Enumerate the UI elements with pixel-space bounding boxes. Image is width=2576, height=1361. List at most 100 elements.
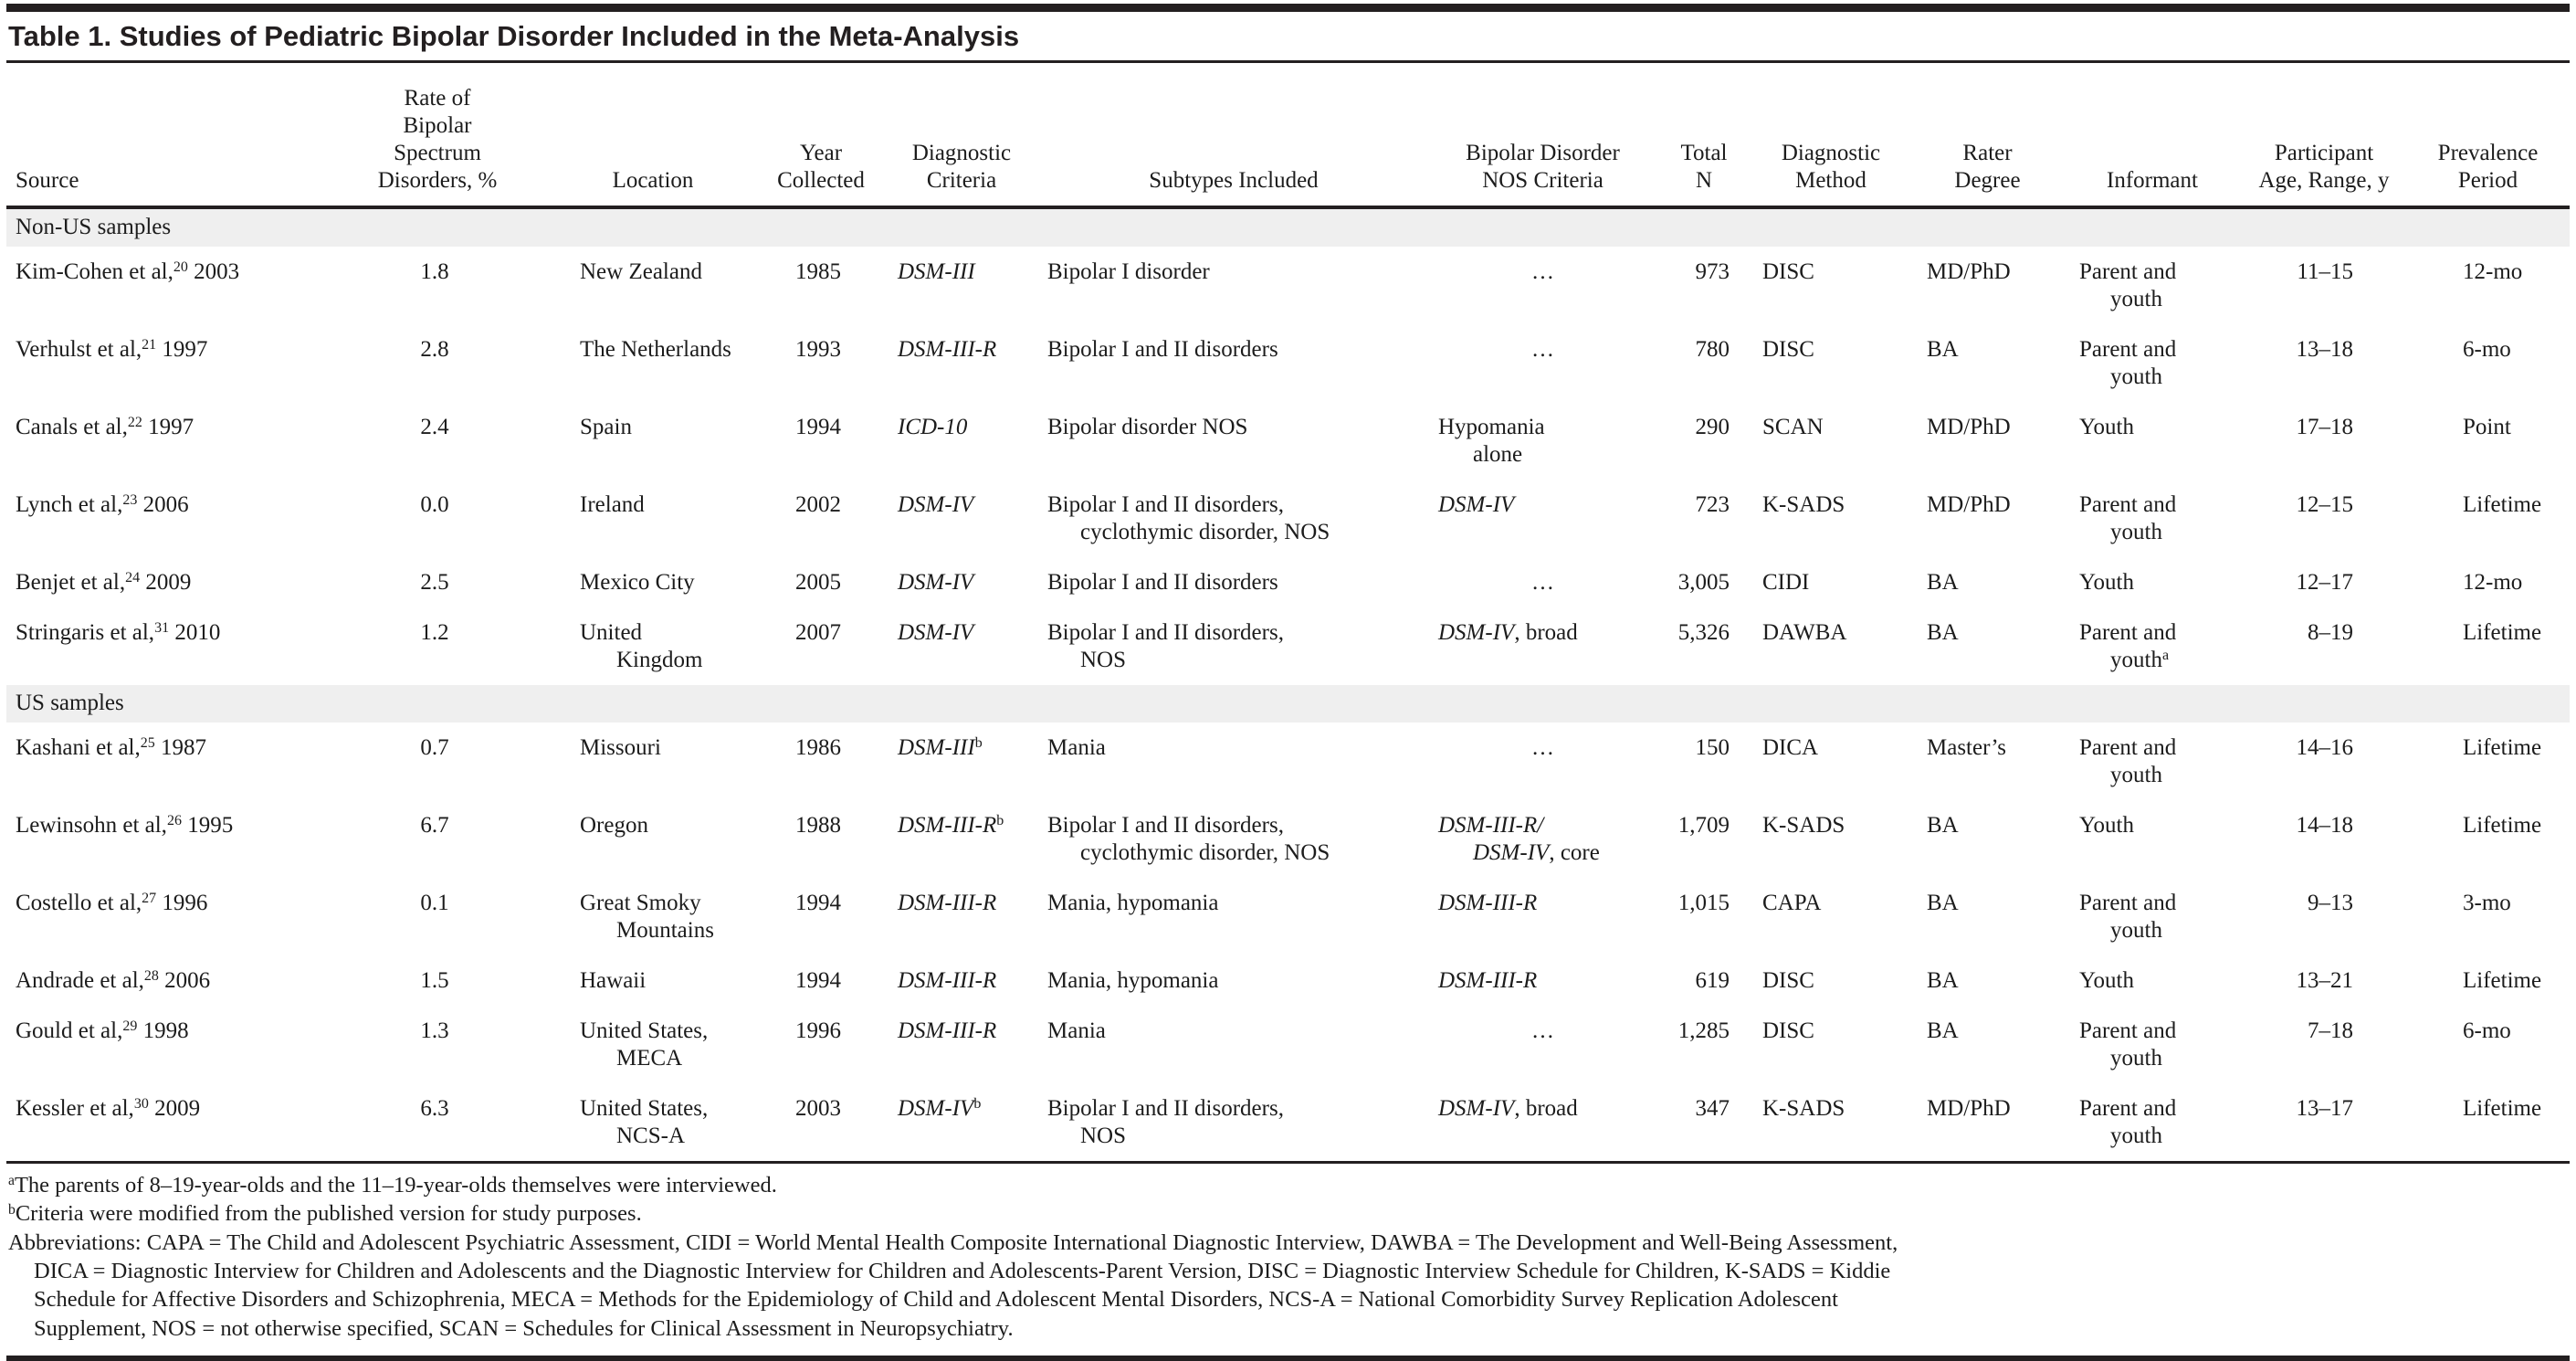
cell-nos: … [1531, 337, 1554, 362]
cell-method: K-SADS [1762, 813, 1845, 838]
superscript: 24 [125, 570, 141, 586]
superscript: 30 [133, 1096, 149, 1113]
cell-criteria: DSM-III-R [883, 955, 1040, 1006]
table-row: Lewinsohn et al,26 1995 6.7 Oregon 1988 DSM-… [6, 800, 2570, 878]
cell-source: Costello et al,27 1996 [16, 891, 208, 915]
italic-text: DSM-IV [1438, 1096, 1515, 1121]
col-header-period: Prevalence Period [2406, 63, 2570, 209]
col-header-criteria: Diagnostic Criteria [883, 63, 1040, 209]
cell-nos: … [1531, 1018, 1554, 1043]
cell-period: 12-mo [2463, 259, 2523, 284]
cell-rate: 0.0 [420, 492, 449, 517]
cell-year: 2002 [795, 492, 841, 517]
cell-subtypes: Mania [1047, 1018, 1106, 1043]
cell-year: 1985 [795, 259, 841, 284]
cell-informant: Parent and youtha [2079, 620, 2177, 672]
cell-total-n: 290 [1695, 415, 1730, 439]
cell-period: 6-mo [2463, 1018, 2511, 1043]
table-row: Kashani et al,25 1987 0.7 Missouri 1986 DSM-… [6, 723, 2570, 800]
cell-criteria: DSM-IV [883, 480, 1040, 557]
abbreviation-line: Supplement, NOS = not otherwise specifie… [34, 1315, 1014, 1341]
table-body: Non-US samples Kim-Cohen et al,20 2003 1.8… [6, 207, 2570, 1161]
cell-period: Lifetime [2463, 492, 2542, 517]
table-row: Andrade et al,28 2006 1.5 Hawaii 1994 DSM-II… [6, 955, 2570, 1006]
table-row: Canals et al,22 1997 2.4 Spain 1994 ICD-10 Bi… [6, 402, 2570, 480]
cell-total-n: 973 [1695, 259, 1730, 284]
cell-nos: … [1531, 735, 1554, 760]
cell-total-n: 1,285 [1677, 1018, 1730, 1043]
cell-criteria: DSM-IV [883, 557, 1040, 607]
italic-text: ICD-10 [898, 415, 968, 439]
col-header-informant: Informant [2063, 63, 2242, 209]
cell-criteria: ICD-10 [883, 402, 1040, 480]
cell-source: Lewinsohn et al,26 1995 [16, 813, 234, 838]
cell-location: Great Smoky Mountains [580, 891, 714, 943]
cell-subtypes: Mania, hypomania [1047, 891, 1219, 915]
superscript: 27 [142, 891, 157, 907]
cell-period: Lifetime [2463, 1096, 2542, 1121]
cell-criteria: DSM-IV [883, 607, 1040, 685]
cell-period: Lifetime [2463, 968, 2542, 993]
section-label: Non-US samples [6, 207, 2570, 247]
cell-location: The Netherlands [580, 337, 731, 362]
cell-rate: 1.2 [420, 620, 449, 645]
cell-subtypes: Bipolar I disorder [1047, 259, 1210, 284]
cell-nos: DSM-III-R [1427, 955, 1658, 1006]
cell-source: Kashani et al,25 1987 [16, 735, 207, 760]
cell-subtypes: Bipolar I and II disorders, NOS [1047, 620, 1284, 672]
cell-rater: MD/PhD [1927, 415, 2011, 439]
cell-total-n: 3,005 [1677, 570, 1730, 595]
table-header: Source Rate of Bipolar Spectrum Disorders, %… [6, 63, 2570, 209]
cell-rate: 2.5 [420, 570, 449, 595]
cell-rater: MD/PhD [1927, 492, 2011, 517]
cell-rater: BA [1927, 891, 1959, 915]
cell-subtypes: Mania, hypomania [1047, 968, 1219, 993]
cell-year: 1994 [795, 891, 841, 915]
cell-year: 1994 [795, 415, 841, 439]
cell-location: Ireland [580, 492, 645, 517]
cell-source: Kim-Cohen et al,20 2003 [16, 259, 240, 284]
cell-location: Spain [580, 415, 632, 439]
italic-text: DSM-III-R [898, 813, 997, 838]
footnotes: aThe parents of 8–19-year-olds and the 1… [6, 1161, 2570, 1361]
table-row: Lynch et al,23 2006 0.0 Ireland 2002 DSM-IV B… [6, 480, 2570, 557]
cell-period: Lifetime [2463, 735, 2542, 760]
italic-text: DSM-IV [898, 1096, 974, 1121]
cell-age: 14–16 [2296, 735, 2354, 760]
cell-criteria: DSM-IVb [883, 1083, 1040, 1161]
cell-subtypes: Mania [1047, 735, 1106, 760]
cell-location: United States, NCS-A [580, 1096, 709, 1148]
footnotes-list: aThe parents of 8–19-year-olds and the 1… [8, 1171, 2570, 1229]
cell-source: Canals et al,22 1997 [16, 415, 195, 439]
italic-text: DSM-IV [898, 570, 974, 595]
cell-rate: 2.4 [420, 415, 449, 439]
cell-informant: Youth [2079, 570, 2134, 595]
cell-year: 1996 [795, 1018, 841, 1043]
cell-source: Kessler et al,30 2009 [16, 1096, 201, 1121]
cell-method: SCAN [1762, 415, 1824, 439]
abbreviations-note: Abbreviations: CAPA = The Child and Adol… [8, 1229, 2570, 1343]
cell-criteria: DSM-III-R [883, 1006, 1040, 1083]
cell-period: Point [2463, 415, 2511, 439]
cell-rater: BA [1927, 813, 1959, 838]
table-row: Stringaris et al,31 2010 1.2 United Kingdom… [6, 607, 2570, 685]
superscript: b [996, 813, 1004, 829]
cell-source: Benjet et al,24 2009 [16, 570, 192, 595]
cell-method: DISC [1762, 337, 1814, 362]
table-row: Benjet et al,24 2009 2.5 Mexico City 2005 DS… [6, 557, 2570, 607]
cell-location: Hawaii [580, 968, 647, 993]
col-header-total-n: Total N [1658, 63, 1750, 209]
cell-age: 14–18 [2296, 813, 2354, 838]
cell-year: 2007 [795, 620, 841, 645]
cell-nos: DSM-IV [1427, 480, 1658, 557]
cell-rate: 2.8 [420, 337, 449, 362]
cell-age: 17–18 [2296, 415, 2354, 439]
cell-method: DISC [1762, 1018, 1814, 1043]
cell-nos: DSM-III-R/DSM-IV, core [1438, 813, 1600, 865]
col-header-subtypes: Subtypes Included [1040, 63, 1427, 209]
cell-total-n: 347 [1695, 1096, 1730, 1121]
cell-total-n: 780 [1695, 337, 1730, 362]
italic-text: DSM-IV [898, 620, 974, 645]
cell-criteria: DSM-III-R [883, 878, 1040, 955]
